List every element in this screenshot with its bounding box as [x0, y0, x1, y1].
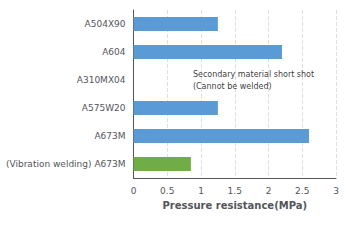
svg-text:Secondary material short shot: Secondary material short shot [193, 70, 314, 79]
svg-text:0: 0 [131, 186, 137, 196]
svg-text:A310MX04: A310MX04 [77, 75, 126, 85]
svg-text:2: 2 [266, 186, 272, 196]
svg-text:2.5: 2.5 [295, 186, 309, 196]
svg-text:3: 3 [333, 186, 339, 196]
svg-text:(Vibration welding) A673M: (Vibration welding) A673M [6, 159, 126, 169]
svg-text:Pressure resistance(MPa): Pressure resistance(MPa) [162, 200, 307, 211]
svg-text:(Cannot be welded): (Cannot be welded) [193, 82, 272, 91]
svg-text:A575W20: A575W20 [82, 103, 126, 113]
svg-text:A504X90: A504X90 [85, 19, 126, 29]
svg-text:1.5: 1.5 [228, 186, 242, 196]
svg-text:A673M: A673M [94, 131, 125, 141]
svg-text:1: 1 [198, 186, 204, 196]
svg-text:0.5: 0.5 [160, 186, 174, 196]
svg-text:A604: A604 [102, 47, 126, 57]
